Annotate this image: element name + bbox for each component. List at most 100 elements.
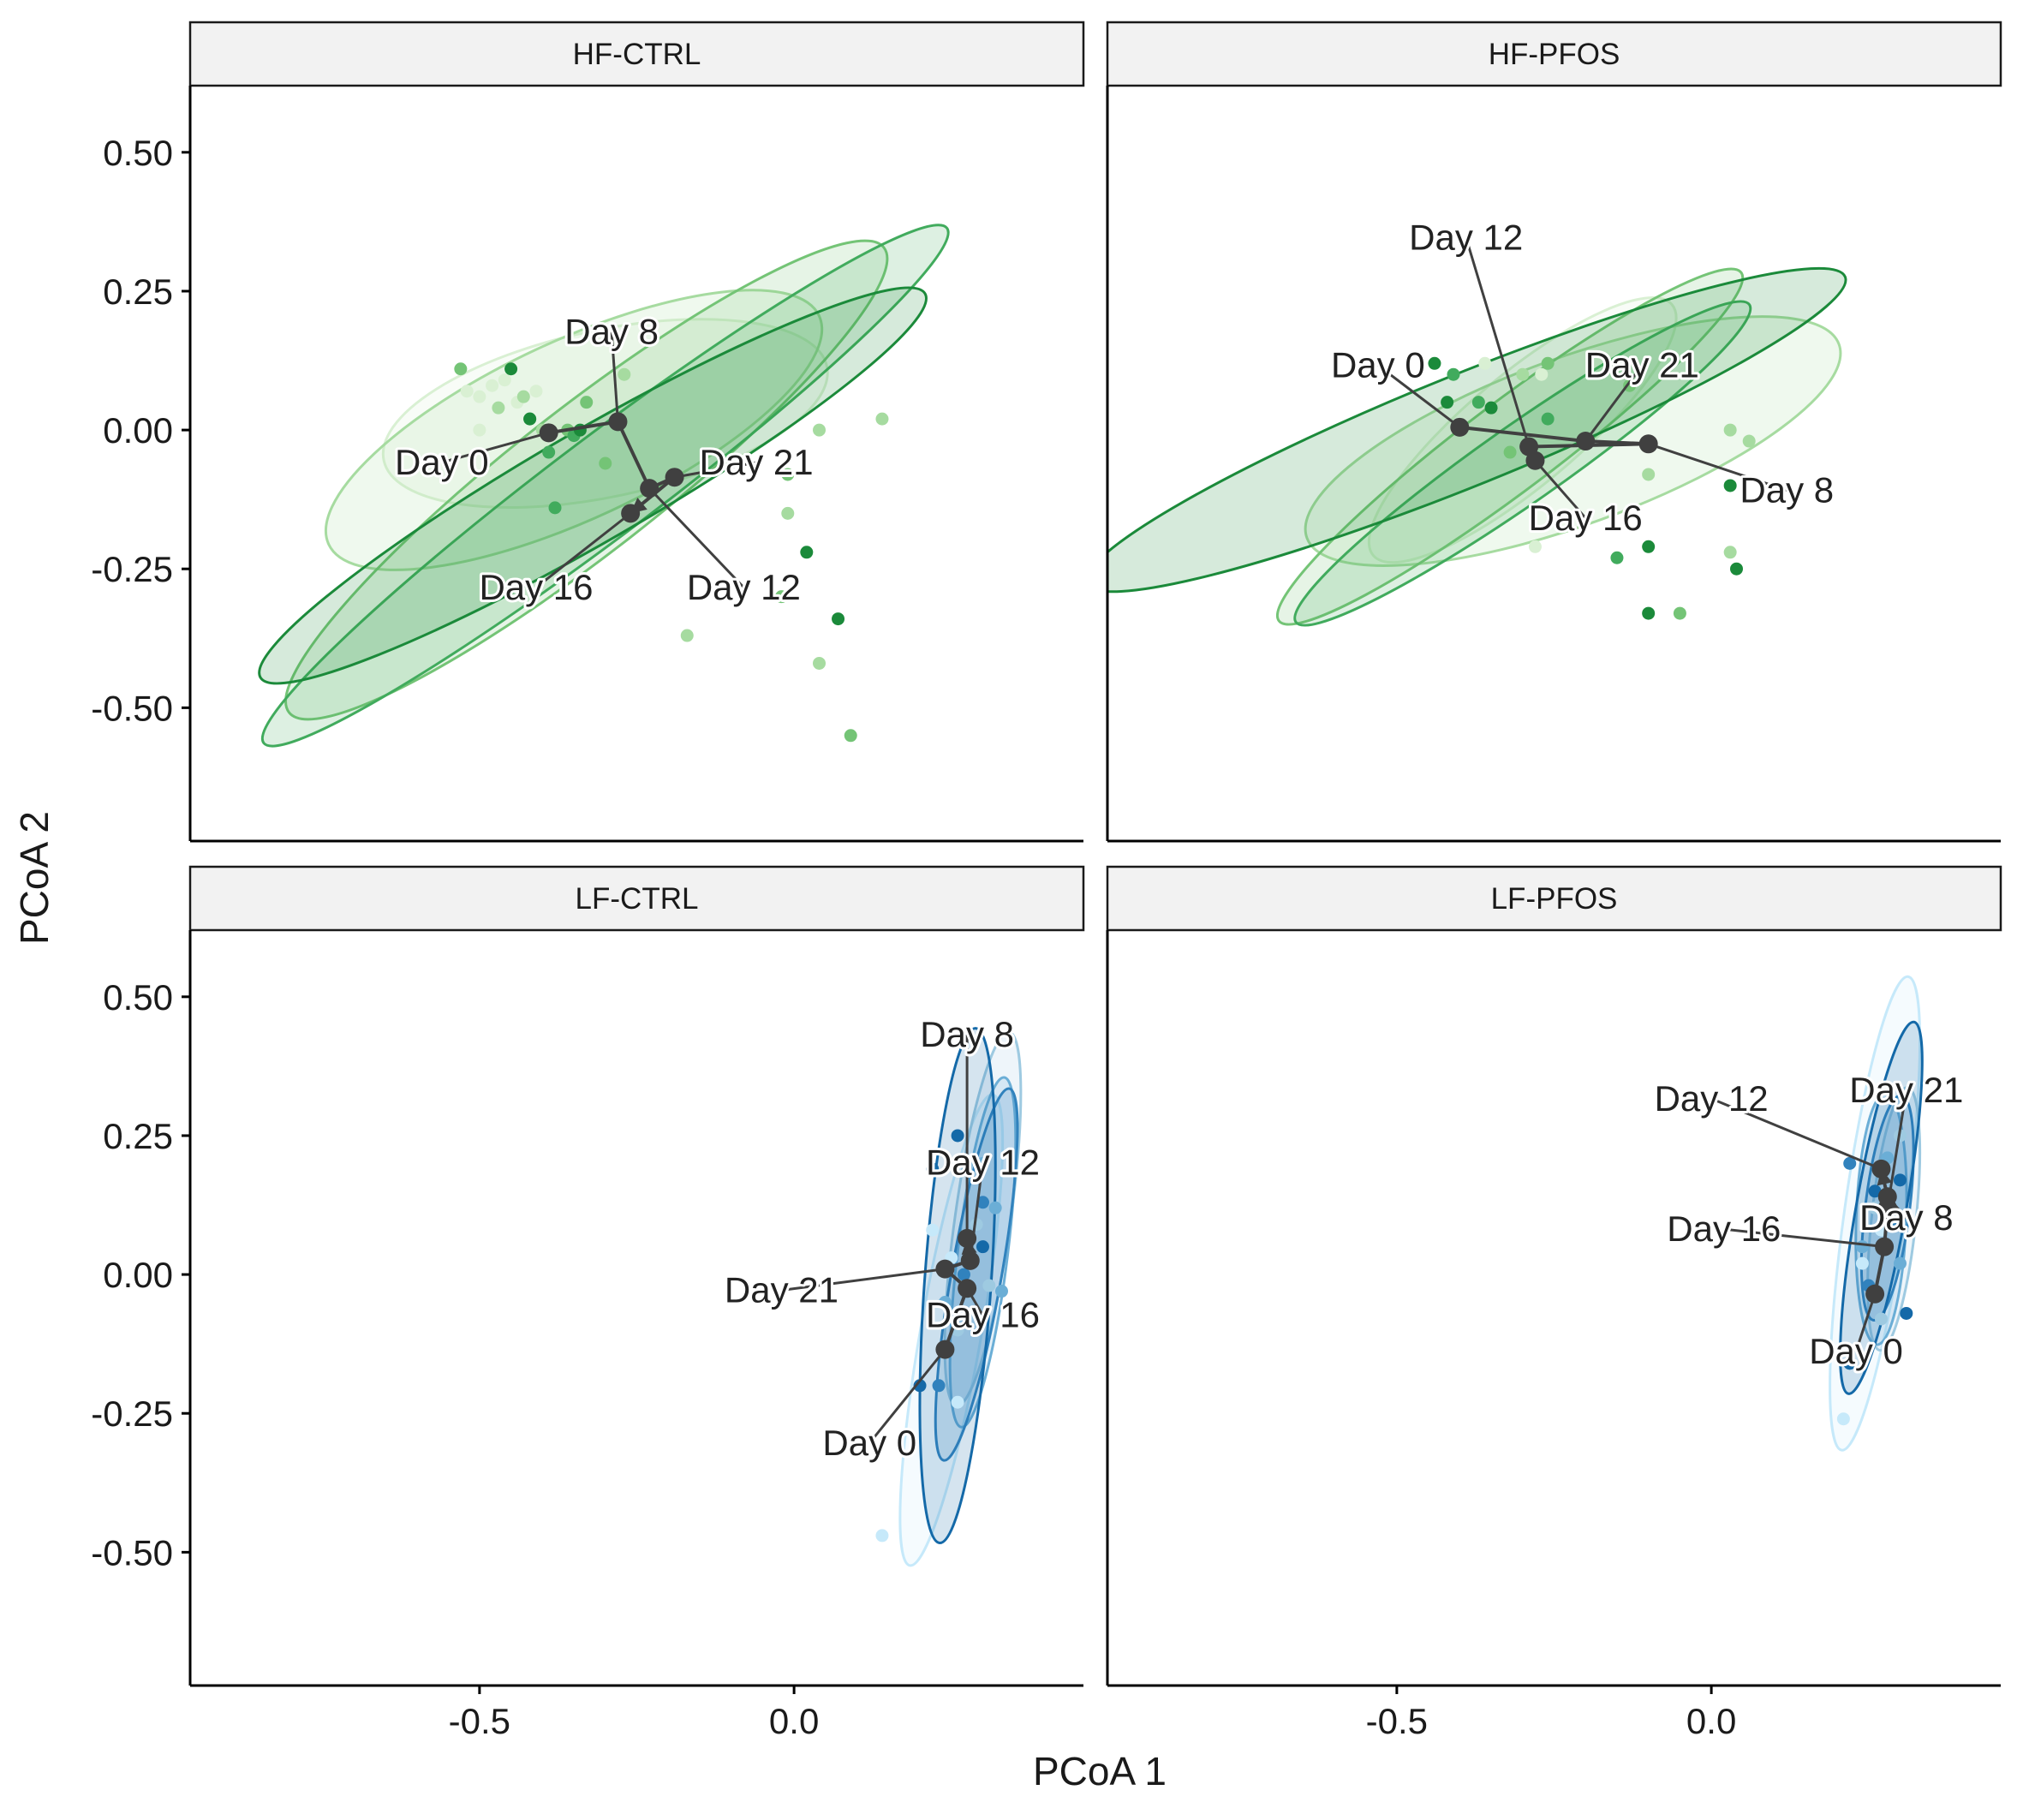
plot-area [258, 224, 950, 748]
y-tick-label: -0.25 [91, 549, 173, 589]
y-tick-label: 0.50 [103, 133, 173, 173]
label-leader-line [1854, 1293, 1877, 1352]
point-day-16 [1541, 412, 1555, 426]
point-day-21 [1484, 401, 1498, 415]
point-day-21 [1900, 1306, 1913, 1320]
point-day-16 [548, 501, 562, 515]
ellipse-day-12 [284, 239, 889, 721]
label-leader-line [1534, 459, 1587, 519]
y-axis-title: PCoA 2 [12, 811, 57, 945]
centroid-label: Day 21 [700, 442, 814, 482]
point-day-12 [938, 1296, 952, 1310]
centroid-day-21 [665, 468, 684, 487]
point-day-21 [1441, 396, 1454, 409]
point-day-8 [813, 656, 827, 670]
centroid-label: Day 16 [926, 1295, 1040, 1335]
point-day-16 [1610, 551, 1624, 564]
point-day-8 [781, 506, 795, 520]
ellipse-day-21 [258, 286, 928, 685]
point-day-21 [800, 546, 814, 559]
point-day-0 [926, 1223, 940, 1237]
point-day-21 [1843, 1357, 1857, 1370]
facet-panel-lf-pfos: LF-PFOS Day 0 Day 8 Day 12 Day 16 Day 21 -0.5 0… [1106, 865, 2002, 1741]
facet-strip [188, 865, 1085, 932]
point-day-21 [1642, 606, 1656, 620]
point-day-8 [1868, 1201, 1882, 1214]
centroid-day-16 [621, 504, 641, 523]
point-day-8 [1874, 1312, 1888, 1326]
x-tick-label: 0.0 [769, 1701, 819, 1741]
centroid-day-0 [1865, 1284, 1885, 1304]
point-day-0 [498, 373, 511, 387]
x-axis-title: PCoA 1 [1033, 1749, 1167, 1793]
point-day-12 [1623, 379, 1637, 392]
point-day-8 [875, 412, 889, 426]
point-day-16 [1843, 1156, 1857, 1170]
point-day-21 [523, 412, 537, 426]
point-day-21 [1642, 540, 1656, 553]
point-day-12 [1855, 1240, 1869, 1254]
point-day-0 [473, 423, 486, 437]
facet-panels: HF-CTRL Day 0 Day 8 Day 12 Day 16 Day 21 0.50 0… [91, 21, 2002, 1741]
label-leader-line [1723, 1227, 1885, 1249]
centroid-label: Day 16 [1667, 1208, 1781, 1249]
y-tick-label: 0.25 [103, 272, 173, 312]
label-leader-line [441, 431, 550, 464]
plot-area [781, 1027, 1023, 1567]
centroid-day-21 [1576, 432, 1596, 451]
facet-strip-label: HF-PFOS [1489, 38, 1620, 71]
centroid-label: Day 8 [1859, 1197, 1954, 1238]
facet-panel-hf-ctrl: HF-CTRL Day 0 Day 8 Day 12 Day 16 Day 21 0.50 0… [91, 21, 1085, 843]
y-tick-label: -0.50 [91, 1532, 173, 1572]
point-day-12 [995, 1285, 1009, 1298]
point-day-12 [1541, 356, 1555, 370]
point-day-0 [486, 379, 499, 392]
point-day-8 [680, 629, 694, 642]
centroid-label: Day 12 [926, 1142, 1040, 1182]
label-leader-line [674, 461, 757, 479]
point-day-21 [504, 362, 518, 376]
point-day-0 [473, 390, 486, 403]
centroid-label: Day 16 [479, 567, 593, 607]
y-tick-label: 0.00 [103, 410, 173, 451]
point-day-0 [1836, 1412, 1850, 1426]
point-day-21 [832, 612, 845, 626]
point-day-8 [618, 367, 631, 381]
point-day-12 [774, 590, 788, 604]
facet-strip-label: LF-CTRL [576, 882, 699, 916]
x-tick-label: 0.0 [1686, 1701, 1736, 1741]
point-day-12 [1673, 606, 1686, 620]
y-tick-label: 0.25 [103, 1116, 173, 1156]
point-day-16 [957, 1268, 970, 1281]
centroid-label: Day 0 [822, 1423, 916, 1463]
label-leader-line [610, 331, 619, 422]
point-day-12 [580, 396, 594, 409]
y-tick-label: -0.25 [91, 1393, 173, 1434]
plot-area [1107, 236, 1847, 627]
centroid-label: Day 8 [920, 1014, 1014, 1054]
point-day-16 [542, 445, 556, 459]
centroid-label: Day 21 [1849, 1070, 1963, 1110]
centroid-day-16 [958, 1279, 977, 1298]
facet-strip [188, 21, 1085, 87]
centroid-day-21 [935, 1259, 955, 1279]
centroid-label: Day 12 [1409, 217, 1523, 257]
centroid-label: Day 0 [1809, 1331, 1903, 1371]
point-day-8 [982, 1279, 996, 1292]
label-leader-line [868, 1348, 946, 1444]
centroid-label: Day 0 [395, 442, 489, 482]
x-tick-label: -0.5 [1366, 1701, 1428, 1741]
centroid-label: Day 12 [1655, 1078, 1769, 1119]
point-day-21 [1868, 1184, 1882, 1198]
point-day-12 [599, 456, 612, 470]
point-day-21 [926, 1162, 940, 1176]
centroid-day-8 [958, 1228, 977, 1248]
centroid-day-0 [935, 1340, 955, 1359]
facet-panel-lf-ctrl: LF-CTRL Day 0 Day 8 Day 12 Day 16 Day 21 0.50 0… [91, 865, 1085, 1741]
facet-strip [1106, 21, 2002, 87]
point-day-12 [844, 729, 857, 743]
point-day-8 [1642, 468, 1656, 481]
centroid-label: Day 21 [725, 1270, 838, 1310]
centroid-label: Day 8 [564, 312, 659, 352]
